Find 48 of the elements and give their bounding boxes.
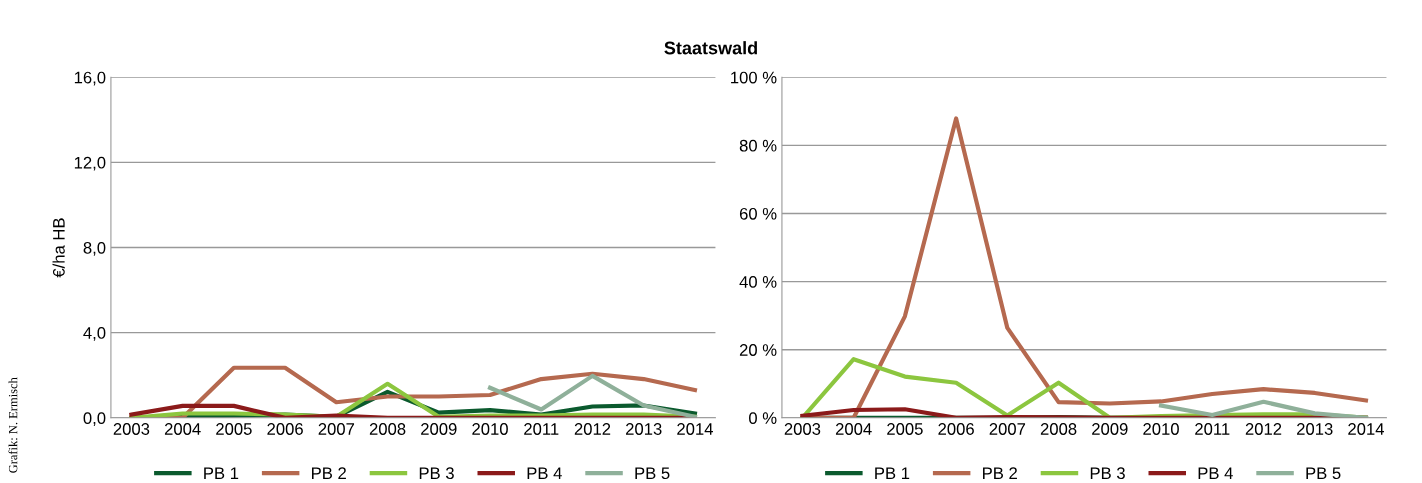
chart-title: Staatswald <box>664 41 757 55</box>
y-tick-label: 40 % <box>739 275 777 288</box>
y-axis-title: €/ha HB <box>52 218 65 278</box>
y-tick-label: 4,0 <box>83 327 106 341</box>
x-tick-label: 2011 <box>1195 423 1230 435</box>
legend-label: PB 3 <box>1090 467 1125 480</box>
x-tick-label: 2005 <box>216 423 252 435</box>
x-tick-label: 2010 <box>1143 423 1179 435</box>
y-tick-label: 0,0 <box>83 412 106 426</box>
x-tick-label: 2008 <box>1040 423 1077 435</box>
y-tick-label: 80 % <box>739 139 777 152</box>
x-tick-label: 2014 <box>677 423 713 435</box>
x-tick-label: 2008 <box>369 423 406 435</box>
x-tick-label: 2007 <box>989 423 1026 435</box>
y-tick-label: 12,0 <box>74 156 106 171</box>
y-tick-label: 20 % <box>739 344 777 356</box>
legend-label: PB 4 <box>527 467 562 479</box>
x-tick-label: 2010 <box>472 423 508 435</box>
x-tick-label: 2013 <box>626 423 662 435</box>
x-tick-label: 2003 <box>113 423 150 435</box>
legend-label: PB 5 <box>635 467 670 480</box>
x-tick-label: 2012 <box>574 423 611 435</box>
x-tick-label: 2004 <box>835 423 872 435</box>
x-tick-label: 2006 <box>267 423 303 435</box>
y-tick-label: 8,0 <box>83 241 106 256</box>
legend-label: PB 5 <box>1306 467 1341 480</box>
x-tick-label: 2007 <box>318 423 355 435</box>
x-tick-label: 2006 <box>938 423 974 435</box>
x-tick-label: 2013 <box>1297 423 1333 435</box>
y-tick-label: 60 % <box>739 207 777 220</box>
x-tick-label: 2003 <box>784 423 821 435</box>
y-tick-label: 16,0 <box>74 71 106 86</box>
y-tick-label: 0 % <box>749 412 777 424</box>
legend-label: PB 3 <box>419 467 454 480</box>
x-tick-label: 2011 <box>524 423 559 435</box>
legend-label: PB 1 <box>875 467 910 479</box>
y-tick-label: 100 % <box>731 71 777 84</box>
x-tick-label: 2004 <box>164 423 201 435</box>
legend-label: PB 1 <box>204 467 239 479</box>
x-tick-label: 2005 <box>887 423 923 435</box>
legend-label: PB 2 <box>983 467 1017 479</box>
x-tick-label: 2009 <box>421 423 457 435</box>
x-tick-label: 2009 <box>1092 423 1128 435</box>
x-tick-label: 2012 <box>1245 423 1282 435</box>
legend-label: PB 2 <box>312 467 346 479</box>
x-tick-label: 2014 <box>1348 423 1385 435</box>
legend-label: PB 4 <box>1198 467 1233 479</box>
text: Grafik: N. Ermisch <box>8 377 18 473</box>
